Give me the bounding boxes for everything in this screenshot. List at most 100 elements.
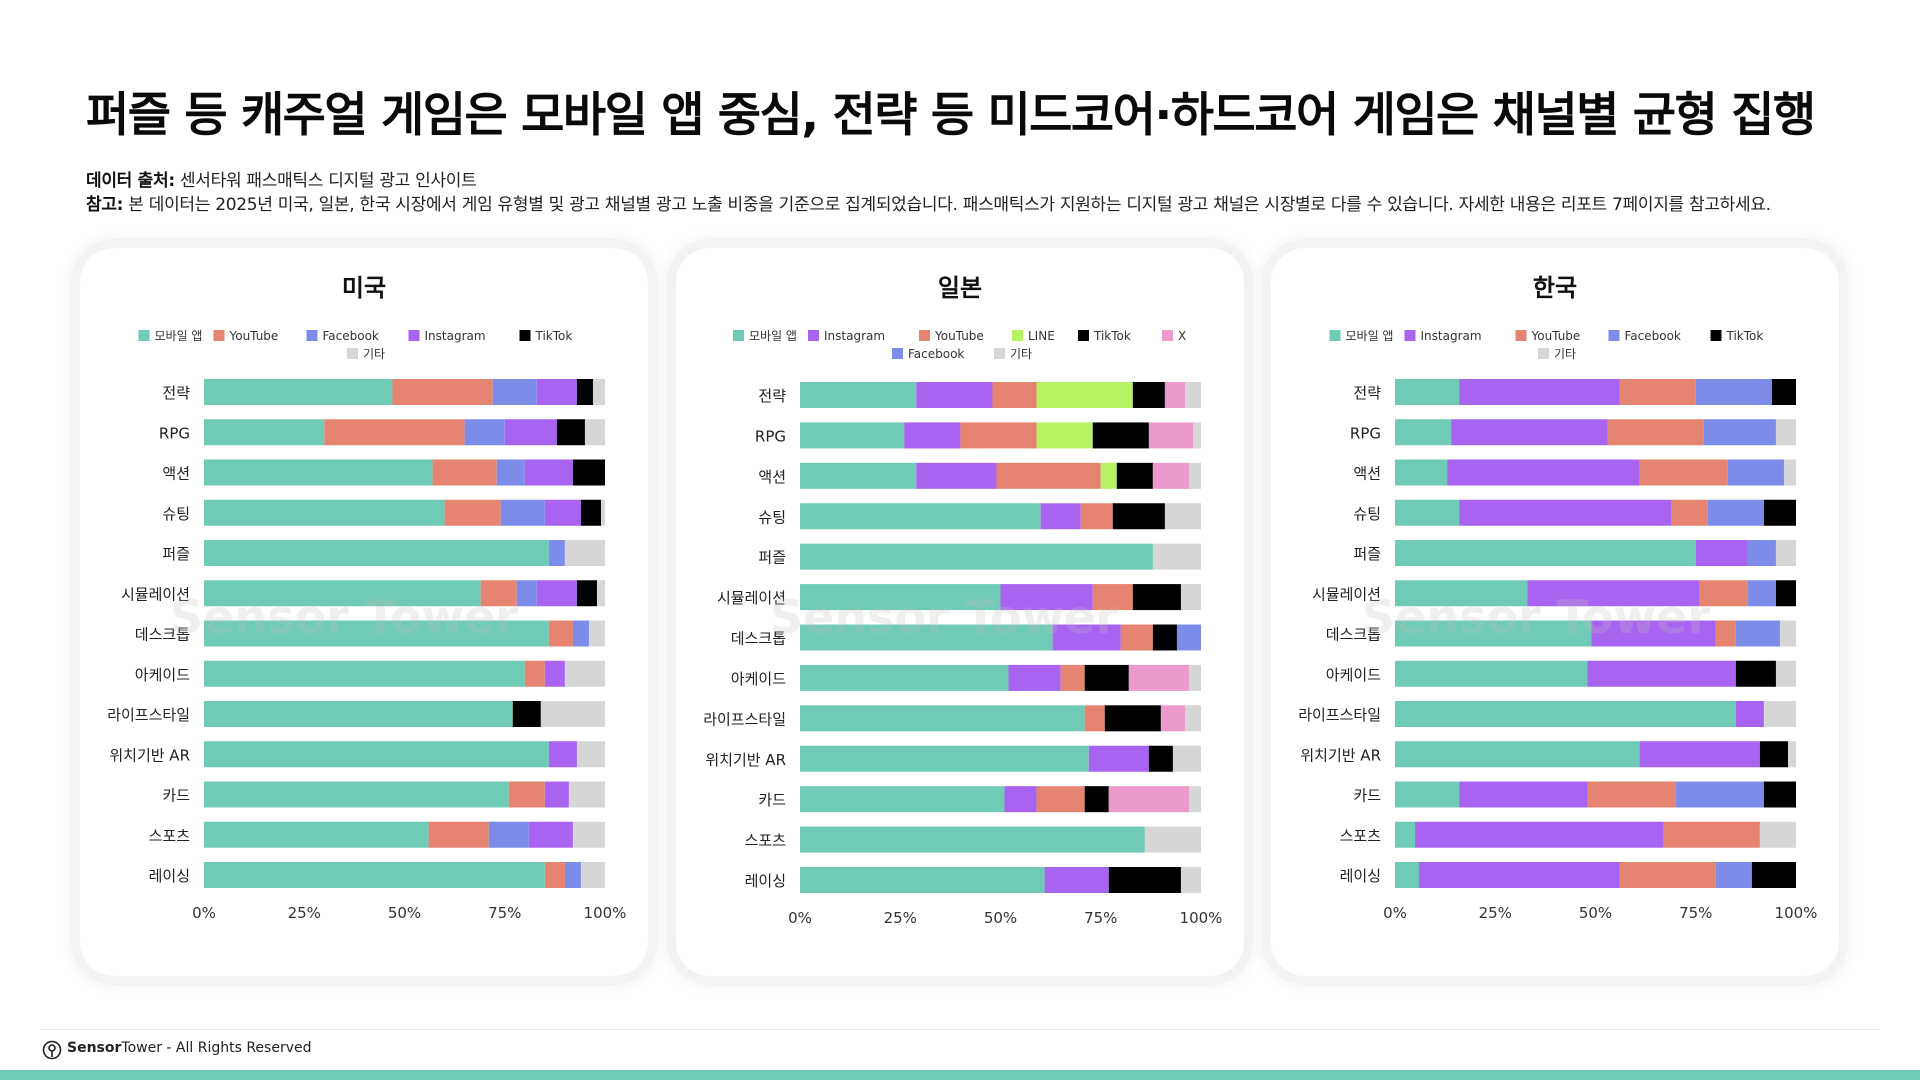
bar-segment	[564, 862, 581, 888]
bar-segment	[576, 580, 597, 607]
bar-segment	[1004, 786, 1037, 813]
category-label: 아케이드	[135, 666, 190, 684]
bar-segment	[1184, 705, 1201, 732]
category-label: 라이프스타일	[703, 710, 786, 728]
bar-segment	[800, 745, 1089, 772]
bar-segment	[1148, 422, 1193, 449]
category-label: 액션	[758, 468, 786, 486]
legend-swatch	[1012, 330, 1023, 341]
bar-segment	[1735, 620, 1780, 647]
bar-segment	[588, 620, 605, 647]
x-tick-label: 50%	[984, 909, 1017, 927]
bar-segment	[1459, 781, 1588, 808]
bar-segment	[1184, 382, 1201, 408]
bar-segment	[1459, 499, 1672, 526]
category-label: 액션	[162, 465, 190, 483]
bar-segment	[1036, 422, 1093, 449]
bar-segment	[544, 660, 565, 687]
bar-segment	[904, 422, 961, 449]
category-label: 액션	[1353, 465, 1381, 483]
bar-segment	[1395, 459, 1448, 486]
legend-swatch	[213, 330, 225, 341]
bar-segment	[1395, 701, 1736, 727]
bar-segment	[324, 419, 465, 446]
footer-accent-bar	[0, 1070, 1920, 1080]
legend-swatch	[138, 330, 150, 341]
category-label: 전략	[1353, 384, 1381, 402]
bar-segment	[572, 620, 589, 647]
bar-segment	[392, 379, 493, 405]
x-tick-label: 0%	[1383, 904, 1407, 922]
bar-segment	[1108, 867, 1181, 893]
bar-segment	[1727, 459, 1784, 486]
category-label: 퍼즐	[758, 549, 786, 567]
sensor-tower-logo-icon	[42, 1040, 62, 1060]
bar-segment	[1775, 580, 1796, 607]
bar-segment	[1152, 462, 1189, 489]
legend-swatch	[892, 348, 903, 359]
bar-segment	[204, 862, 545, 888]
category-label: 아케이드	[731, 670, 786, 688]
bar-segment	[204, 499, 445, 526]
x-tick-label: 100%	[1775, 904, 1818, 922]
legend-swatch	[1538, 348, 1549, 359]
bar-segment	[444, 499, 501, 526]
bar-segment	[204, 580, 481, 607]
bar-segment	[1000, 584, 1093, 611]
legend: 모바일 앱 Instagram YouTube Facebook TikTok 기타	[1329, 329, 1763, 361]
category-label: 데스크톱	[1326, 626, 1381, 644]
bar-segment	[1747, 580, 1776, 607]
bar-segment	[1092, 584, 1133, 611]
bar-segment	[800, 786, 1005, 813]
bar-segment	[996, 462, 1101, 489]
bar-segment	[572, 459, 605, 486]
legend-label: Facebook	[908, 347, 964, 361]
bar-segment	[592, 379, 605, 405]
bar-segment	[1587, 781, 1676, 808]
bar-segment	[1088, 745, 1149, 772]
bar-segment	[1188, 786, 1201, 813]
bar-segment	[488, 821, 529, 848]
legend-label: 기타	[363, 347, 385, 361]
legend-swatch	[994, 348, 1005, 359]
bar-segment	[1132, 382, 1165, 408]
bar-segment	[1120, 624, 1153, 651]
legend: 모바일 앱 Instagram YouTube LINE TikTok X Facebook…	[733, 329, 1186, 361]
category-label: RPG	[159, 424, 190, 442]
bar-segment	[428, 821, 489, 848]
bar-segment	[1188, 462, 1201, 489]
bar-segment	[1395, 660, 1588, 687]
bar-segment	[1775, 660, 1796, 687]
bar-segment	[504, 419, 557, 446]
bar-segment	[1787, 741, 1796, 768]
x-tick-label: 75%	[488, 904, 521, 922]
bar-segment	[1132, 584, 1181, 611]
bar-segment	[204, 660, 525, 687]
legend-label: Facebook	[1625, 329, 1681, 343]
bar-segment	[1675, 781, 1764, 808]
x-tick-label: 50%	[1579, 904, 1612, 922]
legend-label: 모바일 앱	[155, 329, 203, 343]
bar-segment	[1188, 664, 1201, 691]
legend-label: TikTok	[535, 329, 573, 343]
legend-swatch	[1515, 330, 1527, 341]
category-label: 위치기반 AR	[109, 746, 190, 764]
bar-segment	[1415, 821, 1664, 848]
legend-label: LINE	[1028, 329, 1055, 343]
bar-segment	[1144, 826, 1201, 853]
bar-segment	[1591, 620, 1716, 647]
category-label: RPG	[755, 427, 786, 445]
bar-segment	[596, 580, 605, 607]
category-label: 시뮬레이션	[1312, 585, 1381, 603]
bar-segment	[1619, 862, 1716, 888]
bar-segment	[1663, 821, 1760, 848]
note-label: 참고:	[86, 195, 124, 215]
x-tick-label: 25%	[1479, 904, 1512, 922]
bar-segment	[544, 781, 569, 808]
category-label: 레이싱	[149, 867, 190, 885]
bar-segment	[1447, 459, 1640, 486]
bar-segment	[1639, 459, 1728, 486]
bar-segment	[204, 821, 429, 848]
